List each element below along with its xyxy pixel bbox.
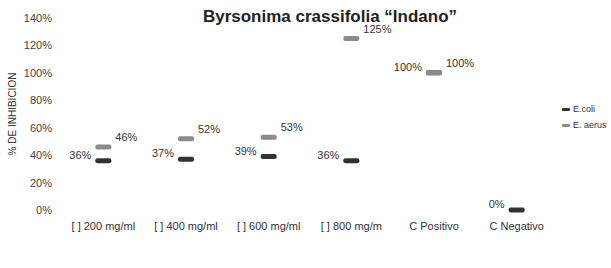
y-tick [59,210,62,211]
y-tick-label: 80% [30,94,52,106]
legend-label: E.coli [573,104,595,114]
y-tick-label: 120% [24,39,52,51]
data-marker [509,208,525,213]
y-tick [59,72,62,73]
data-marker [343,36,359,41]
data-marker [261,154,277,159]
data-label: 125% [363,23,391,35]
y-tick-label: 40% [30,149,52,161]
y-tick-label: 100% [24,67,52,79]
data-label: 100% [446,57,474,69]
data-label: 37% [152,147,174,159]
data-marker [343,158,359,163]
x-tick-label: [ ] 600 mg/ml [237,220,301,232]
y-tick [59,182,62,183]
legend: E.coli E. aerus [562,104,607,130]
data-labels: 36% 37% 39% 36% 100% 0% 46% 52% 53% 125% 100% [69,23,505,210]
y-tick [59,127,62,128]
x-tick-label: [ ] 400 mg/ml [154,220,218,232]
data-label: 46% [115,131,137,143]
data-label: 0% [489,198,505,210]
data-marker [178,157,194,162]
x-tick-label: C Negativo [489,220,543,232]
data-label: 52% [198,123,220,135]
legend-marker [562,124,570,127]
marks [95,36,524,212]
data-label: 39% [235,145,257,157]
y-tick [59,45,62,46]
y-tick-label: 20% [30,177,52,189]
data-marker [261,135,277,140]
chart: Byrsonima crassifolia “Indano” % DE INHIB… [0,0,611,268]
data-marker [95,158,111,163]
data-label: 100% [394,61,422,73]
data-label: 36% [317,149,339,161]
x-tick-label: [ ] 200 mg/ml [72,220,136,232]
data-marker [178,136,194,141]
y-tick-label: 140% [24,12,52,24]
x-tick-label: [ ] 800 mg/m [321,220,382,232]
y-tick-label: 0% [36,204,52,216]
data-marker [426,70,442,75]
title: Byrsonima crassifolia “Indano” [203,7,457,26]
y-tick [59,100,62,101]
y-tick [59,155,62,156]
legend-marker [562,108,570,111]
data-marker [426,70,442,75]
legend-label: E. aerus [573,120,607,130]
y-tick-label: 60% [30,122,52,134]
data-marker [95,144,111,149]
x-tick-label: C Positivo [409,220,459,232]
y-axis-label: % DE INHIBICION [7,73,18,156]
y-tick [59,18,62,19]
data-label: 36% [69,149,91,161]
data-label: 53% [281,121,303,133]
